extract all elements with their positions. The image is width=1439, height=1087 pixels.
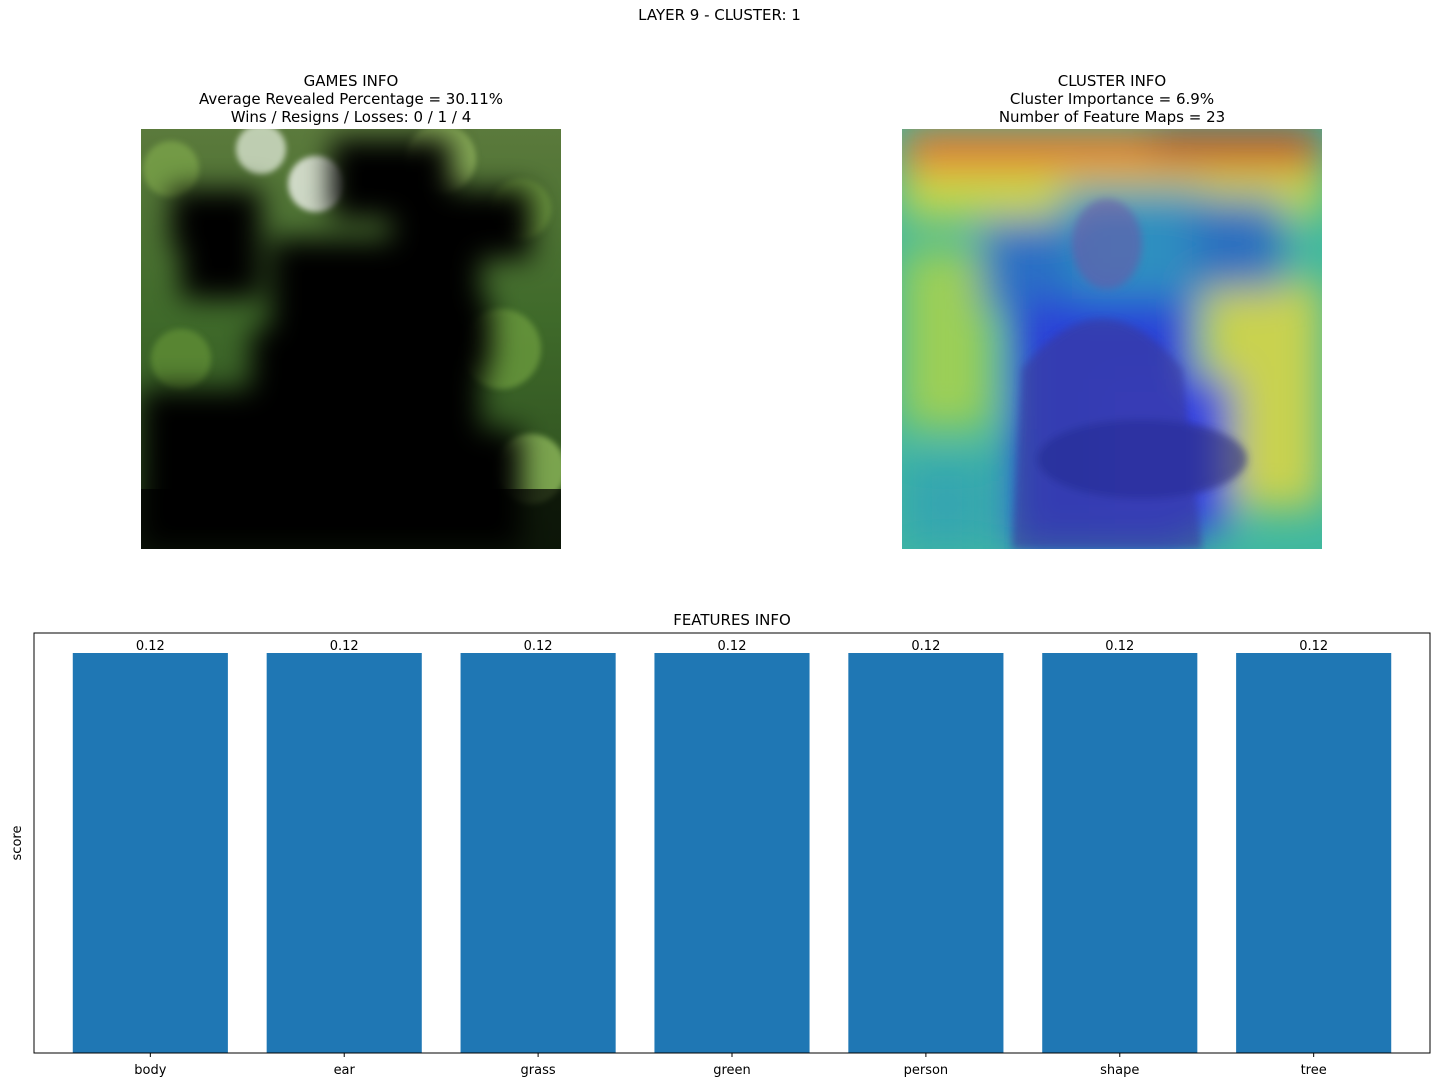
chart-title: FEATURES INFO	[673, 611, 791, 629]
data-label-body: 0.12	[136, 639, 165, 654]
bar-green	[654, 653, 810, 1053]
data-label-person: 0.12	[911, 639, 940, 654]
cluster-info-feature-maps: Number of Feature Maps = 23	[998, 108, 1226, 126]
heatmap-overlay-image	[902, 129, 1322, 549]
games-info-title-block: GAMES INFO Average Revealed Percentage =…	[141, 72, 561, 126]
bar-grass	[460, 653, 616, 1053]
x-tick-label-person: person	[904, 1063, 949, 1078]
data-label-green: 0.12	[718, 639, 747, 654]
games-info-title: GAMES INFO	[303, 72, 399, 90]
bar-tree	[1236, 653, 1392, 1053]
figure-suptitle: LAYER 9 - CLUSTER: 1	[638, 6, 801, 24]
x-tick-label-shape: shape	[1100, 1063, 1139, 1078]
cluster-info-importance: Cluster Importance = 6.9%	[1009, 90, 1215, 108]
data-label-shape: 0.12	[1105, 639, 1134, 654]
bar-ear	[266, 653, 422, 1053]
masked-photo-image	[141, 129, 561, 549]
data-label-ear: 0.12	[330, 639, 359, 654]
games-info-revealed-percentage: Average Revealed Percentage = 30.11%	[198, 90, 503, 108]
games-info-wins-resigns-losses: Wins / Resigns / Losses: 0 / 1 / 4	[230, 108, 472, 126]
features-bar-chart: 0.12 0.12 0.12 0.12 0.12 0.12 0.12 body ear gras…	[10, 632, 1431, 1078]
x-tick-label-ear: ear	[334, 1063, 356, 1078]
x-tick-label-tree: tree	[1301, 1063, 1327, 1078]
cluster-info-title-block: CLUSTER INFO Cluster Importance = 6.9% N…	[902, 72, 1322, 126]
x-tick-label-green: green	[713, 1063, 751, 1078]
x-tick-label-body: body	[134, 1063, 166, 1078]
x-tick-label-grass: grass	[521, 1063, 556, 1078]
cluster-info-title: CLUSTER INFO	[1057, 72, 1167, 90]
data-label-tree: 0.12	[1299, 639, 1328, 654]
bar-person	[848, 653, 1004, 1053]
bar-body	[72, 653, 228, 1053]
data-label-grass: 0.12	[524, 639, 553, 654]
bar-shape	[1042, 653, 1198, 1053]
y-axis-label: score	[10, 826, 25, 861]
